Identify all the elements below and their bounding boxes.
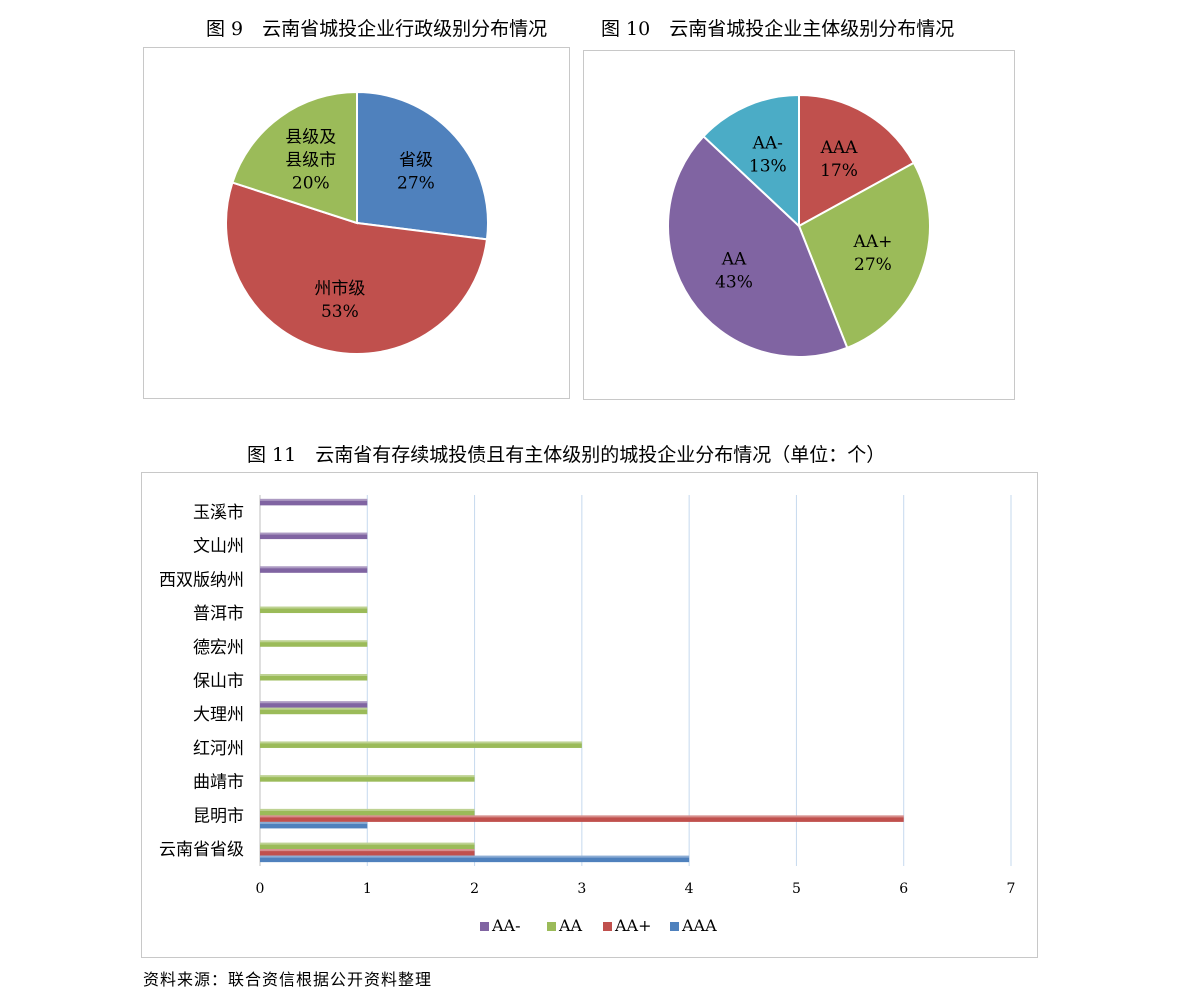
pie-slice bbox=[225, 181, 489, 355]
bar bbox=[260, 849, 475, 856]
bar-highlight bbox=[260, 855, 690, 858]
bar bbox=[260, 821, 368, 829]
pie-slice bbox=[798, 93, 916, 228]
bar bbox=[260, 741, 582, 748]
bar-highlight bbox=[260, 741, 582, 744]
bar-highlight bbox=[260, 640, 368, 643]
x-tick-label: 1 bbox=[363, 881, 372, 897]
category-label: 普洱市 bbox=[193, 604, 244, 624]
bar-highlight bbox=[260, 532, 368, 535]
bar bbox=[260, 808, 475, 816]
category-label: 德宏州 bbox=[193, 638, 244, 658]
category-label: 红河州 bbox=[193, 739, 244, 759]
category-label: 文山州 bbox=[193, 537, 244, 557]
bar bbox=[260, 855, 690, 863]
bar bbox=[260, 707, 368, 715]
figure-10-title: 图 10 云南省城投企业主体级别分布情况 bbox=[601, 18, 955, 40]
legend-label: AA+ bbox=[614, 916, 652, 935]
legend-label: AAA bbox=[681, 916, 717, 935]
bar-highlight bbox=[260, 808, 475, 811]
slice-percent-label: 43% bbox=[715, 273, 753, 293]
slice-category-label: 省级 bbox=[399, 151, 433, 171]
figure-11-title: 图 11 云南省有存续城投债且有主体级别的城投企业分布情况（单位：个） bbox=[247, 444, 886, 466]
bar-highlight bbox=[260, 674, 368, 676]
x-tick-label: 7 bbox=[1007, 881, 1016, 897]
bar-highlight bbox=[260, 707, 368, 710]
category-label: 大理州 bbox=[193, 705, 244, 725]
x-tick-label: 5 bbox=[792, 881, 801, 897]
rating-by-region-bar-chart: 0 1 2 3 4 5 6 7 云南省省级 昆明市 曲靖市 红河州 大理州 保山市 德宏州 普洱市 西双版纳州 文… bbox=[159, 495, 1016, 935]
slice-category-label: AA+ bbox=[853, 232, 893, 252]
slice-category-label: AAA bbox=[820, 138, 859, 158]
bar-highlight bbox=[260, 842, 475, 845]
x-tick-label: 2 bbox=[470, 881, 479, 897]
pie-slice bbox=[702, 93, 800, 229]
bar-highlight bbox=[260, 821, 368, 824]
category-label: 玉溪市 bbox=[193, 503, 244, 523]
slice-category-label: 县级市 bbox=[285, 150, 336, 170]
x-tick-label: 4 bbox=[685, 881, 694, 897]
x-tick-label: 6 bbox=[899, 881, 908, 897]
bar-highlight bbox=[260, 775, 475, 778]
slice-category-label: AA- bbox=[752, 133, 783, 153]
category-label: 西双版纳州 bbox=[159, 570, 244, 590]
slice-percent-label: 53% bbox=[321, 302, 359, 322]
category-label: 昆明市 bbox=[193, 806, 244, 826]
pie-slice bbox=[356, 90, 489, 241]
legend-label: AA bbox=[558, 916, 583, 935]
figure-9-panel: 省级 27% 州市级 53% 县级及县级市 20% bbox=[143, 47, 570, 399]
x-tick-label: 0 bbox=[256, 881, 265, 897]
slice-category-label: AA bbox=[721, 250, 747, 270]
bar-highlight bbox=[260, 566, 368, 569]
bar bbox=[260, 640, 368, 647]
pie-slice bbox=[797, 161, 931, 350]
bar bbox=[260, 842, 475, 850]
bar bbox=[260, 498, 368, 506]
slice-percent-label: 27% bbox=[397, 174, 435, 194]
slice-percent-label: 17% bbox=[820, 161, 858, 181]
bar bbox=[260, 701, 368, 708]
legend-swatch bbox=[547, 922, 556, 931]
category-label: 云南省省级 bbox=[159, 840, 244, 860]
source-note: 资料来源：联合资信根据公开资料整理 bbox=[143, 970, 433, 989]
bar bbox=[260, 532, 368, 540]
legend-swatch bbox=[480, 922, 489, 931]
slice-category-label: 县级及 bbox=[285, 127, 336, 147]
bar-highlight bbox=[260, 498, 368, 501]
legend-swatch bbox=[603, 922, 612, 931]
bar-highlight bbox=[260, 606, 368, 609]
bar-highlight bbox=[260, 849, 475, 852]
legend-label: AA- bbox=[491, 916, 521, 935]
bar bbox=[260, 815, 904, 822]
category-label: 保山市 bbox=[193, 672, 244, 692]
bar bbox=[260, 566, 368, 573]
category-label: 曲靖市 bbox=[193, 773, 244, 793]
bar-highlight bbox=[260, 701, 368, 704]
bar bbox=[260, 674, 368, 681]
figure-10-panel: AAA 17% AA+ 27% AA 43% AA- 13% bbox=[583, 50, 1015, 400]
legend-swatch bbox=[670, 922, 679, 931]
pie-slice bbox=[667, 134, 849, 358]
slice-category-label: 州市级 bbox=[314, 279, 365, 299]
x-tick-label: 3 bbox=[577, 881, 586, 897]
slice-percent-label: 13% bbox=[749, 156, 787, 176]
rating-pie-chart: AAA 17% AA+ 27% AA 43% AA- 13% bbox=[667, 93, 931, 358]
bar bbox=[260, 775, 475, 782]
bar bbox=[260, 606, 368, 614]
slice-percent-label: 27% bbox=[854, 255, 892, 275]
bar-highlight bbox=[260, 815, 904, 818]
figure-9-title: 图 9 云南省城投企业行政级别分布情况 bbox=[206, 18, 548, 40]
figure-11-panel: 0 1 2 3 4 5 6 7 云南省省级 昆明市 曲靖市 红河州 大理州 保山市 德宏州 普洱市 西双版纳州 文… bbox=[141, 472, 1038, 958]
pie-slice bbox=[231, 90, 358, 225]
slice-percent-label: 20% bbox=[292, 173, 330, 193]
